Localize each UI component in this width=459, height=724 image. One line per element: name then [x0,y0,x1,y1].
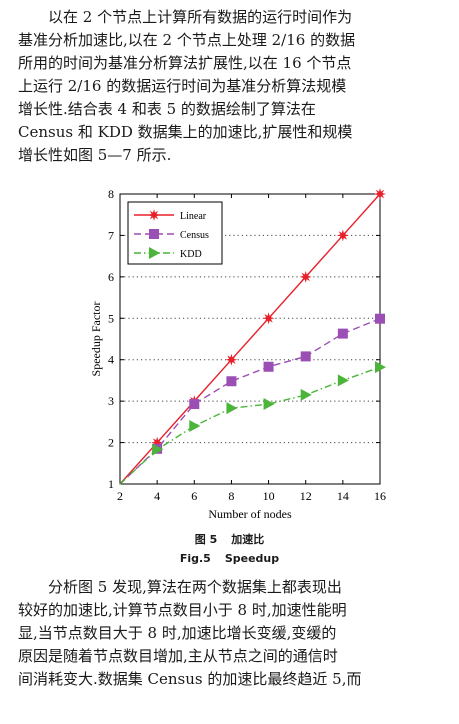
text-line: Census 和 KDD 数据集上的加速比,扩展性和规模 [18,123,353,141]
text-line: 上运行 2/16 的数据运行时间为基准分析算法规模 [18,77,347,95]
figure-caption-en: Fig.5 Speedup [0,552,459,565]
x-tick-label: 6 [191,489,197,503]
data-point [337,328,348,339]
data-point [152,443,164,456]
y-tick-label: 4 [108,353,114,367]
text-line: 以在 2 个节点上计算所有数据的运行时间作为 [48,8,353,26]
x-axis-label: Number of nodes [208,507,292,521]
text-line: 分析图 5 发现,算法在两个数据集上都表现出 [48,578,342,596]
x-tick-label: 2 [117,489,123,503]
data-point [375,313,385,324]
y-tick-label: 5 [108,311,114,325]
legend-label: Census [180,230,209,241]
data-point [262,312,275,325]
y-tick-label: 7 [108,228,114,242]
legend: Linear Census KDD [127,201,223,265]
series-census [119,313,385,485]
data-point [263,361,274,372]
data-point [148,209,160,221]
legend-item-linear: Linear [134,209,207,222]
data-point [300,388,312,401]
x-tick-label: 12 [300,489,312,503]
figure-title-cn: 加速比 [231,533,265,546]
data-point [149,247,160,259]
y-tick-label: 1 [108,477,114,491]
y-tick-label: 3 [108,394,114,408]
y-tick-label: 6 [108,270,114,284]
y-axis-label: Speedup Factor [89,302,103,377]
legend-item-census: Census [134,229,209,241]
text-line: 增长性.结合表 4 和表 5 的数据绘制了算法在 [18,100,316,118]
text-line: 基准分析加速比,以在 2 个节点上处理 2/16 的数据 [18,31,356,49]
data-point [225,353,238,366]
figure-label-en: Fig.5 [179,552,211,565]
x-tick-label: 10 [263,489,275,503]
x-tick-label: 14 [337,489,349,503]
data-point [189,420,201,432]
legend-box [127,201,223,265]
series-line [119,318,381,485]
x-tick-label: 16 [374,489,386,503]
figure-caption-cn: 图 5 加速比 [0,531,459,547]
data-point [337,374,349,387]
text-line: 较好的加速比,计算节点数目小于 8 时,加速性能明 [18,601,347,619]
body-paragraph-1: 以在 2 个节点上计算所有数据的运行时间作为 基准分析加速比,以在 2 个节点上… [18,6,439,167]
data-point [374,188,386,200]
axes [119,193,381,485]
data-point [149,229,159,239]
data-point [375,361,386,374]
x-tick-label: 4 [154,489,160,503]
text-line: 所用的时间为基准分析算法扩展性,以在 16 个节点 [18,54,352,72]
text-line: 原因是随着节点数目增加,主从节点之间的通信时 [18,647,338,665]
text-line: 显,当节点数目大于 8 时,加速比增长变缓,变缓的 [18,624,337,642]
body-paragraph-2: 分析图 5 发现,算法在两个数据集上都表现出 较好的加速比,计算节点数目小于 8… [18,576,439,691]
figure-title-en: Speedup [224,552,280,565]
series-line [119,193,381,485]
series-kdd [119,361,386,485]
data-point [189,399,200,410]
text-line: 增长性如图 5—7 所示. [18,146,172,164]
figure-label-cn: 图 5 [194,533,218,546]
legend-label: Linear [180,211,207,222]
data-point [336,229,349,242]
text-line: 间消耗变大.数据集 Census 的加速比最终趋近 5,而 [18,670,362,688]
data-point [263,398,275,411]
data-point [299,270,312,283]
y-tick-label: 2 [108,436,114,450]
legend-item-kdd: KDD [134,247,202,260]
plot-frame [119,193,381,485]
data-point [226,402,238,415]
y-tick-label: 8 [108,187,114,201]
data-point [300,351,311,362]
series-layer [119,188,386,485]
data-point [226,376,237,387]
x-tick-label: 8 [228,489,234,503]
legend-label: KDD [180,249,202,260]
